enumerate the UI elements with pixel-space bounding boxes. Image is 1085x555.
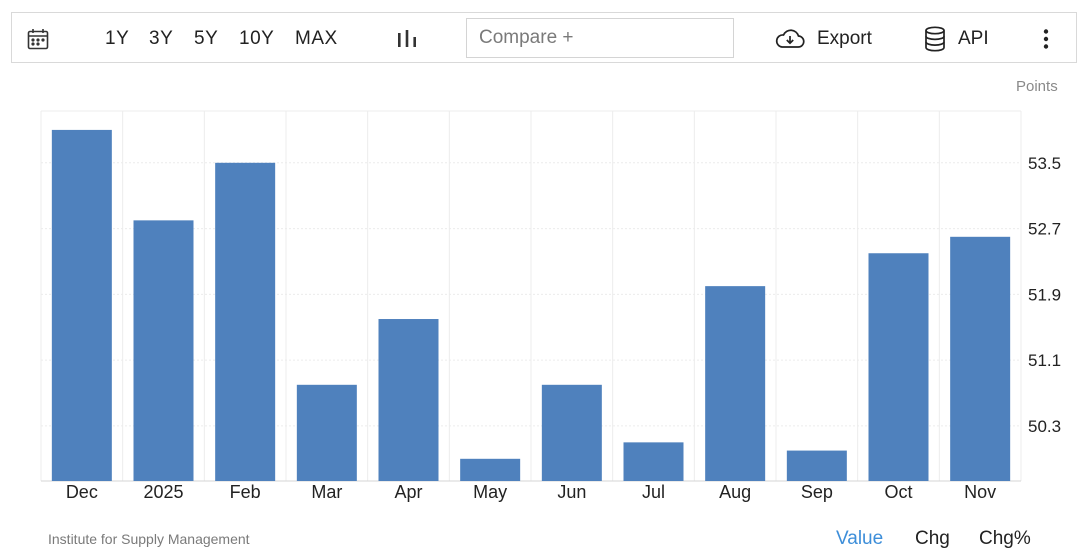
bar-nov[interactable] bbox=[950, 236, 1011, 481]
tab-chg-percent[interactable]: Chg% bbox=[979, 528, 1031, 549]
range-3y-button[interactable]: 3Y bbox=[149, 27, 174, 49]
range-10y-button[interactable]: 10Y bbox=[239, 27, 275, 49]
y-tick-label: 52.7 bbox=[1028, 220, 1061, 239]
cloud-download-icon bbox=[774, 28, 806, 50]
range-max-button[interactable]: MAX bbox=[295, 27, 338, 49]
bar-aug[interactable] bbox=[705, 286, 766, 481]
y-tick-label: 53.5 bbox=[1028, 154, 1061, 173]
x-tick-label: 2025 bbox=[143, 482, 183, 502]
api-label: API bbox=[958, 27, 989, 49]
x-tick-label: Jul bbox=[642, 482, 665, 502]
more-vertical-icon[interactable] bbox=[1042, 13, 1050, 64]
bar-oct[interactable] bbox=[868, 253, 929, 481]
y-axis-labels: 50.3 51.1 51.9 52.7 53.5 bbox=[1028, 154, 1061, 436]
y-axis-unit-label: Points bbox=[1016, 78, 1058, 95]
bar-feb[interactable] bbox=[215, 162, 276, 482]
x-tick-label: Oct bbox=[884, 482, 912, 502]
range-5y-button[interactable]: 5Y bbox=[194, 27, 219, 49]
chart-bars bbox=[51, 129, 1011, 482]
compare-input[interactable] bbox=[466, 18, 734, 58]
database-icon bbox=[924, 25, 946, 52]
y-tick-label: 50.3 bbox=[1028, 417, 1061, 436]
bar-chart-icon[interactable] bbox=[396, 13, 418, 64]
tab-value[interactable]: Value bbox=[836, 528, 884, 549]
x-tick-label: May bbox=[473, 482, 507, 502]
tab-chg[interactable]: Chg bbox=[915, 528, 950, 549]
bar-dec[interactable] bbox=[51, 129, 112, 481]
x-tick-label: Dec bbox=[66, 482, 98, 502]
api-button[interactable]: API bbox=[924, 13, 989, 64]
export-button[interactable]: Export bbox=[774, 13, 872, 64]
range-1y-button[interactable]: 1Y bbox=[105, 27, 130, 49]
bar-may[interactable] bbox=[460, 458, 521, 481]
bar-jun[interactable] bbox=[541, 384, 602, 481]
calendar-icon[interactable] bbox=[26, 13, 50, 64]
bar-mar[interactable] bbox=[296, 384, 357, 481]
x-tick-label: Jun bbox=[557, 482, 586, 502]
y-tick-label: 51.9 bbox=[1028, 285, 1061, 304]
data-source-label: Institute for Supply Management bbox=[48, 531, 250, 547]
bar-2025[interactable] bbox=[133, 220, 194, 481]
x-tick-label: Sep bbox=[801, 482, 833, 502]
x-tick-label: Mar bbox=[311, 482, 342, 502]
y-tick-label: 51.1 bbox=[1028, 351, 1061, 370]
x-tick-label: Aug bbox=[719, 482, 751, 502]
bar-apr[interactable] bbox=[378, 319, 439, 481]
bar-jul[interactable] bbox=[623, 442, 684, 481]
bar-sep[interactable] bbox=[786, 450, 847, 481]
chart-grid bbox=[40, 110, 1022, 482]
export-label: Export bbox=[817, 27, 872, 49]
x-tick-label: Feb bbox=[230, 482, 261, 502]
x-axis-labels: Dec 2025 Feb Mar Apr May Jun Jul Aug Sep Oct Nov bbox=[66, 482, 996, 502]
x-tick-label: Apr bbox=[394, 482, 422, 502]
x-tick-label: Nov bbox=[964, 482, 996, 502]
chart-toolbar: 1Y 3Y 5Y 10Y MAX Export bbox=[11, 12, 1077, 63]
